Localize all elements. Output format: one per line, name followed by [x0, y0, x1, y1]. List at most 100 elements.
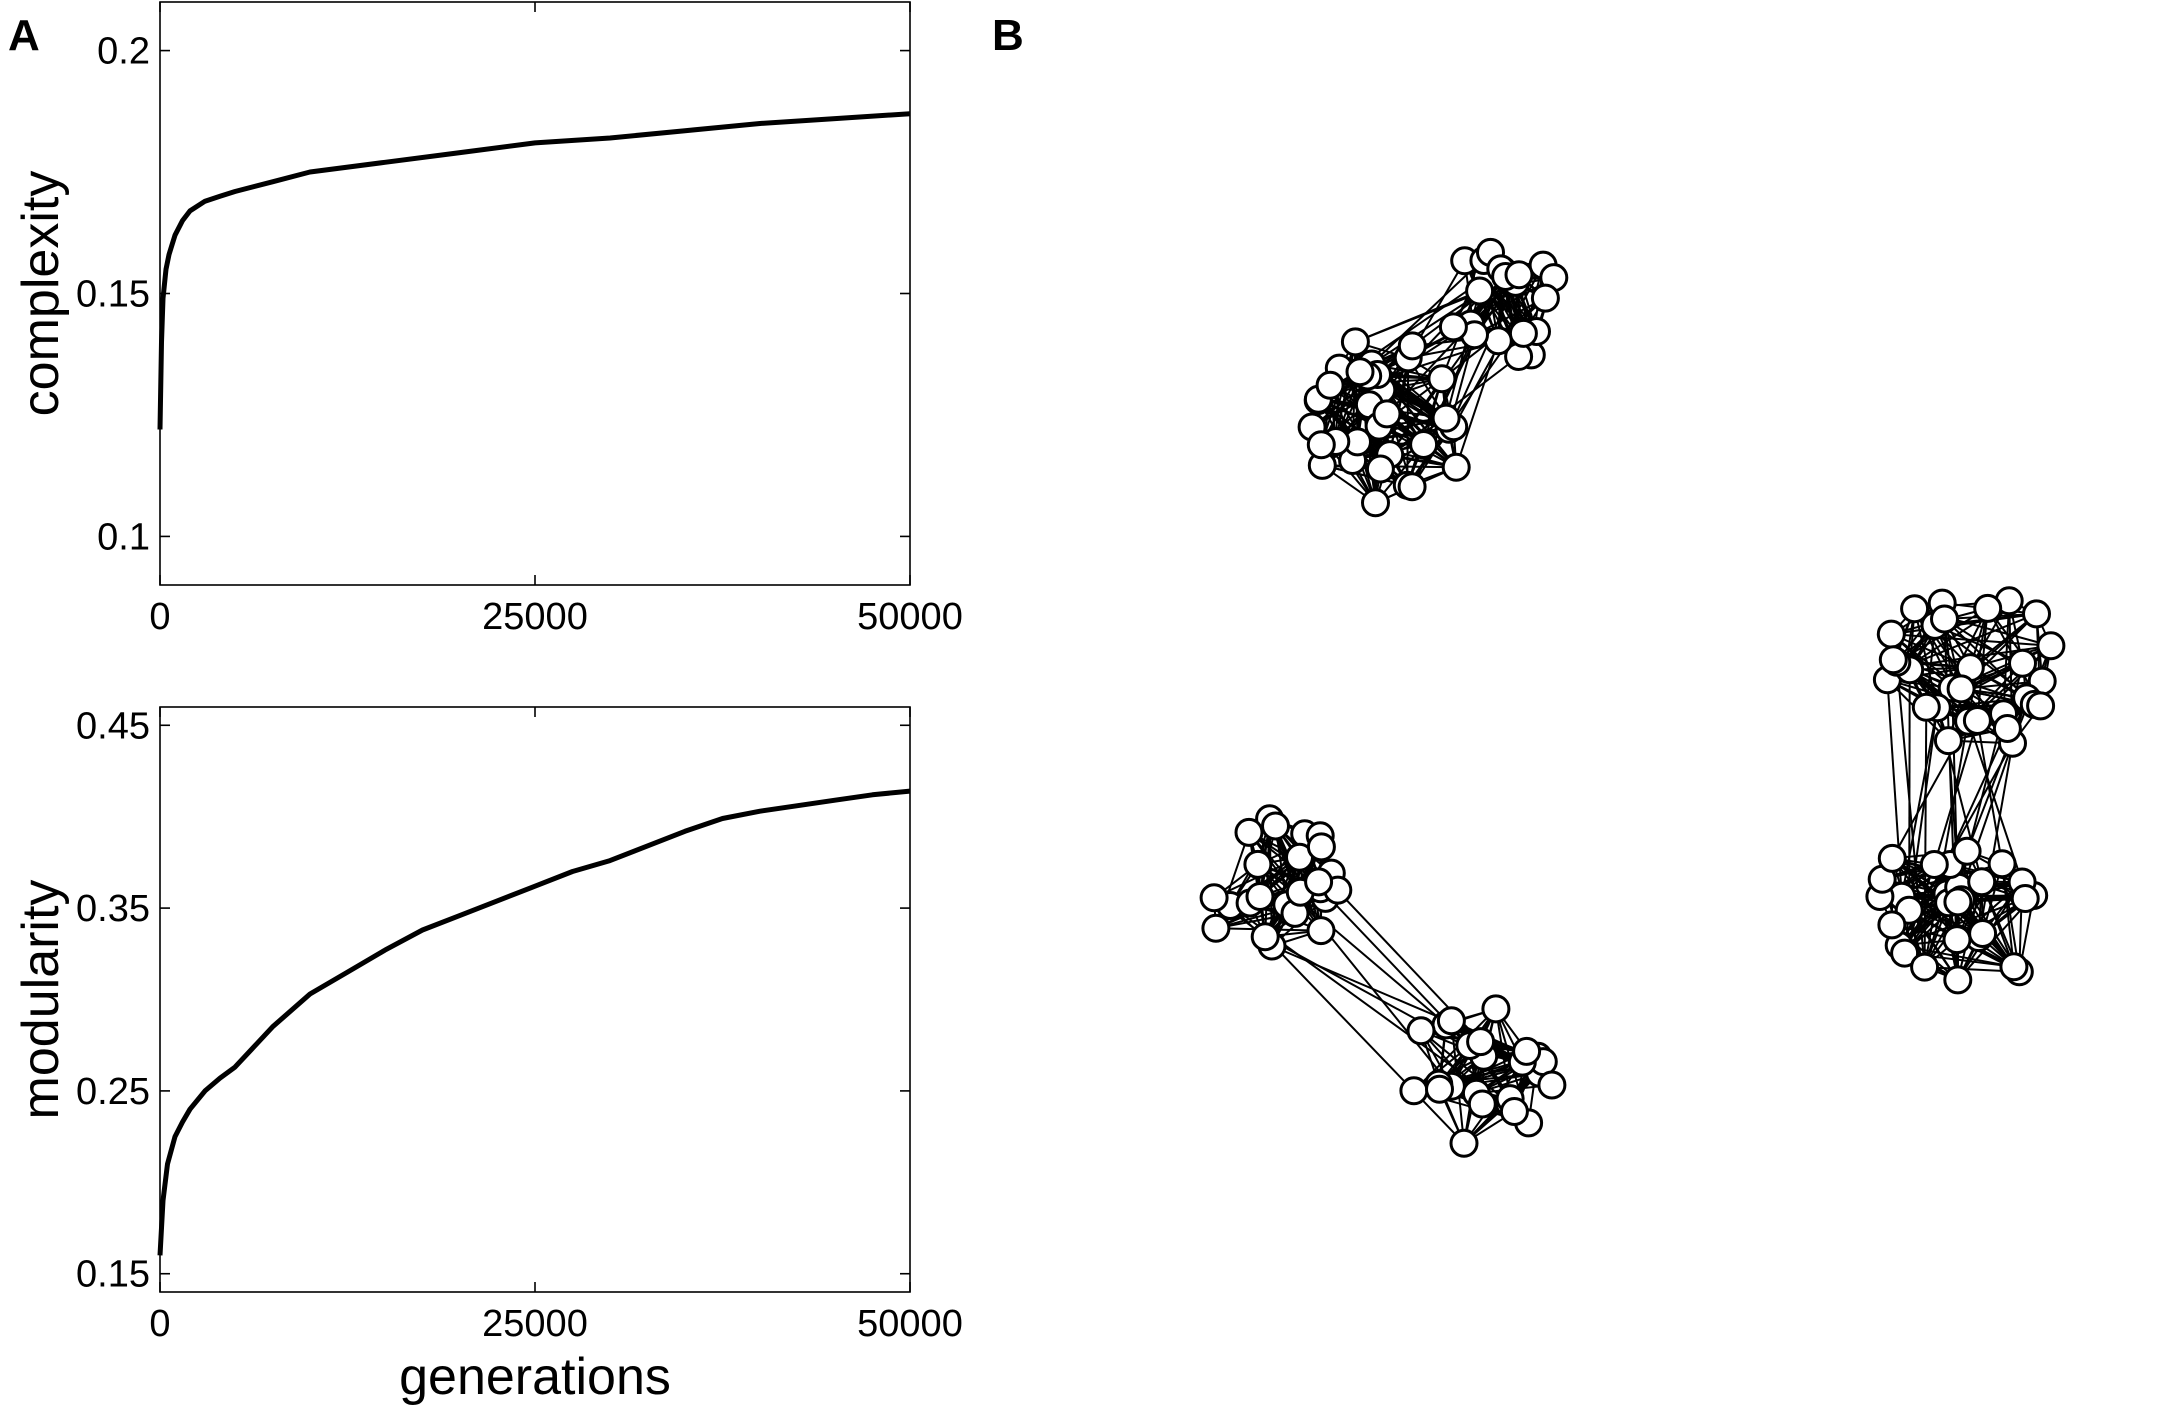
modularity-xlabel: generations: [399, 1348, 671, 1406]
network-node: [1306, 832, 1336, 862]
network-edge: [1334, 341, 1357, 442]
network-node: [1399, 1076, 1429, 1106]
network-node: [1365, 454, 1395, 484]
network-node: [1261, 811, 1290, 841]
network-node: [1406, 1016, 1436, 1046]
network-node: [1234, 817, 1264, 847]
network-node: [1877, 910, 1907, 940]
network-node: [1397, 331, 1427, 361]
network-node: [1345, 357, 1375, 387]
panel-label-b: B: [992, 11, 1024, 60]
network-node: [2010, 884, 2040, 913]
network-node: [1973, 593, 2003, 623]
network-edge: [1455, 340, 1500, 468]
network-node: [1467, 1089, 1497, 1119]
network-diagram: [1199, 237, 2066, 1158]
network-node: [1952, 836, 1982, 866]
modularity-xtick-label: 0: [149, 1303, 170, 1345]
network-node: [1436, 1006, 1466, 1036]
network-node: [1340, 327, 1370, 357]
network-node: [1943, 965, 1973, 995]
network-node: [1361, 488, 1390, 518]
network-node: [2036, 631, 2066, 661]
network-node: [1878, 645, 1908, 675]
network-node: [1946, 674, 1976, 704]
network-node: [1504, 260, 1534, 290]
modularity-chart: 0.15 0.25 0.35 0.45 0 25000 50000 modularity gen…: [12, 705, 963, 1406]
network-edge: [1355, 290, 1480, 343]
complexity-ytick-label: 0.2: [97, 31, 150, 73]
network-node: [1967, 867, 1997, 897]
network-node: [1243, 849, 1273, 879]
complexity-xtick-label: 50000: [857, 596, 963, 638]
network-node: [1499, 1097, 1529, 1126]
network-edge: [1264, 936, 1465, 1144]
network-node: [1245, 882, 1275, 911]
network-node: [1919, 850, 1949, 879]
network-node: [1530, 283, 1560, 313]
network-node: [1315, 370, 1345, 400]
network-node: [1911, 692, 1941, 722]
network-node: [1481, 994, 1511, 1024]
network-node: [1397, 472, 1427, 502]
network-edge: [1448, 281, 1517, 430]
complexity-ylabel: complexity: [12, 171, 70, 417]
network-node: [1962, 706, 1992, 735]
network-node: [1466, 1027, 1496, 1057]
network-node: [1304, 867, 1334, 897]
modularity-ytick-label: 0.45: [76, 705, 150, 747]
network-node: [1537, 1070, 1567, 1100]
network-node: [1425, 1074, 1454, 1104]
network-node: [1250, 922, 1280, 952]
modularity-xtick-label: 50000: [857, 1303, 963, 1345]
panel-label-a: A: [8, 11, 40, 60]
network-node: [1449, 1128, 1479, 1158]
network-node: [1431, 403, 1461, 433]
network-node: [1199, 883, 1229, 913]
modularity-ytick-label: 0.15: [76, 1254, 150, 1296]
network-node: [1987, 849, 2017, 879]
network-edge: [1977, 743, 2014, 938]
modularity-ytick-label: 0.25: [76, 1071, 150, 1113]
network-node: [1512, 1036, 1542, 1066]
network-node: [2026, 691, 2056, 721]
modularity-ytick-label: 0.35: [76, 888, 150, 930]
network-nodes: [1199, 237, 2066, 1158]
network-node: [1999, 952, 2029, 982]
network-node: [1508, 318, 1538, 348]
network-node: [1306, 916, 1336, 946]
complexity-plot-frame: [159, 1, 911, 586]
modularity-series-line: [157, 788, 911, 1256]
network-node: [1483, 326, 1513, 356]
complexity-xtick-label: 0: [149, 596, 170, 638]
network-node: [1942, 925, 1972, 955]
network-node: [1201, 913, 1231, 943]
complexity-chart: 0.1 0.15 0.2 0 25000 50000 complexity: [12, 1, 963, 638]
network-node: [1890, 938, 1920, 968]
network-node: [1877, 843, 1907, 873]
complexity-ytick-label: 0.15: [76, 274, 150, 316]
network-node: [2008, 648, 2037, 678]
network-node: [1438, 312, 1468, 342]
network-node: [1372, 399, 1402, 429]
network-node: [1933, 726, 1963, 756]
complexity-xtick-label: 25000: [482, 596, 588, 638]
modularity-ylabel: modularity: [12, 880, 70, 1120]
network-node: [1900, 594, 1930, 624]
network-edge: [1976, 720, 2004, 864]
network-node: [1441, 452, 1471, 482]
network-node: [1968, 919, 1998, 948]
network-node: [1943, 887, 1973, 917]
network-node: [1910, 952, 1940, 982]
complexity-series-line: [157, 111, 911, 430]
modularity-plot-frame: [159, 706, 911, 1293]
network-node: [1930, 604, 1959, 634]
network-edge: [1913, 608, 1939, 709]
network-node: [1465, 276, 1495, 306]
complexity-ytick-label: 0.1: [97, 516, 150, 558]
network-node: [1992, 714, 2022, 743]
network-node: [1876, 619, 1906, 649]
network-node: [1409, 430, 1439, 459]
network-node: [1306, 430, 1336, 460]
